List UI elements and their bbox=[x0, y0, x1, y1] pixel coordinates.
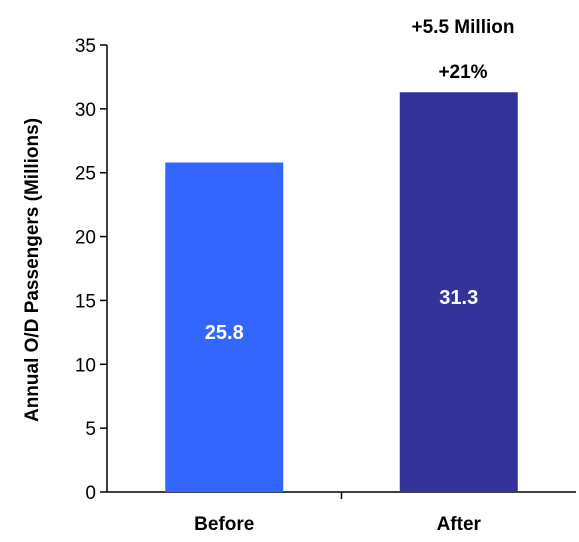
y-ticks: 0 5 10 15 20 25 30 35 bbox=[75, 36, 107, 504]
y-tick-label: 5 bbox=[85, 419, 96, 440]
y-tick-label: 30 bbox=[75, 100, 96, 121]
y-tick-label: 0 bbox=[85, 483, 96, 504]
bar-before bbox=[165, 162, 284, 493]
bar-after bbox=[399, 92, 518, 493]
bars: 25.8 31.3 bbox=[165, 92, 518, 493]
x-tick-label: After bbox=[437, 514, 482, 535]
x-tick-label: Before bbox=[194, 514, 254, 535]
bar-value-label: 25.8 bbox=[205, 322, 244, 344]
y-tick-label: 20 bbox=[75, 228, 96, 249]
x-tick-labels: Before After bbox=[194, 492, 482, 535]
annotation-million: +5.5 Million bbox=[412, 17, 515, 38]
y-tick-label: 15 bbox=[75, 291, 96, 312]
y-axis-label: Annual O/D Passengers (Millions) bbox=[22, 118, 43, 422]
y-tick-label: 25 bbox=[75, 164, 96, 185]
y-tick-label: 10 bbox=[75, 355, 96, 376]
annotation-percent: +21% bbox=[438, 62, 487, 83]
bar-value-label: 31.3 bbox=[439, 287, 478, 309]
y-tick-label: 35 bbox=[75, 36, 96, 57]
